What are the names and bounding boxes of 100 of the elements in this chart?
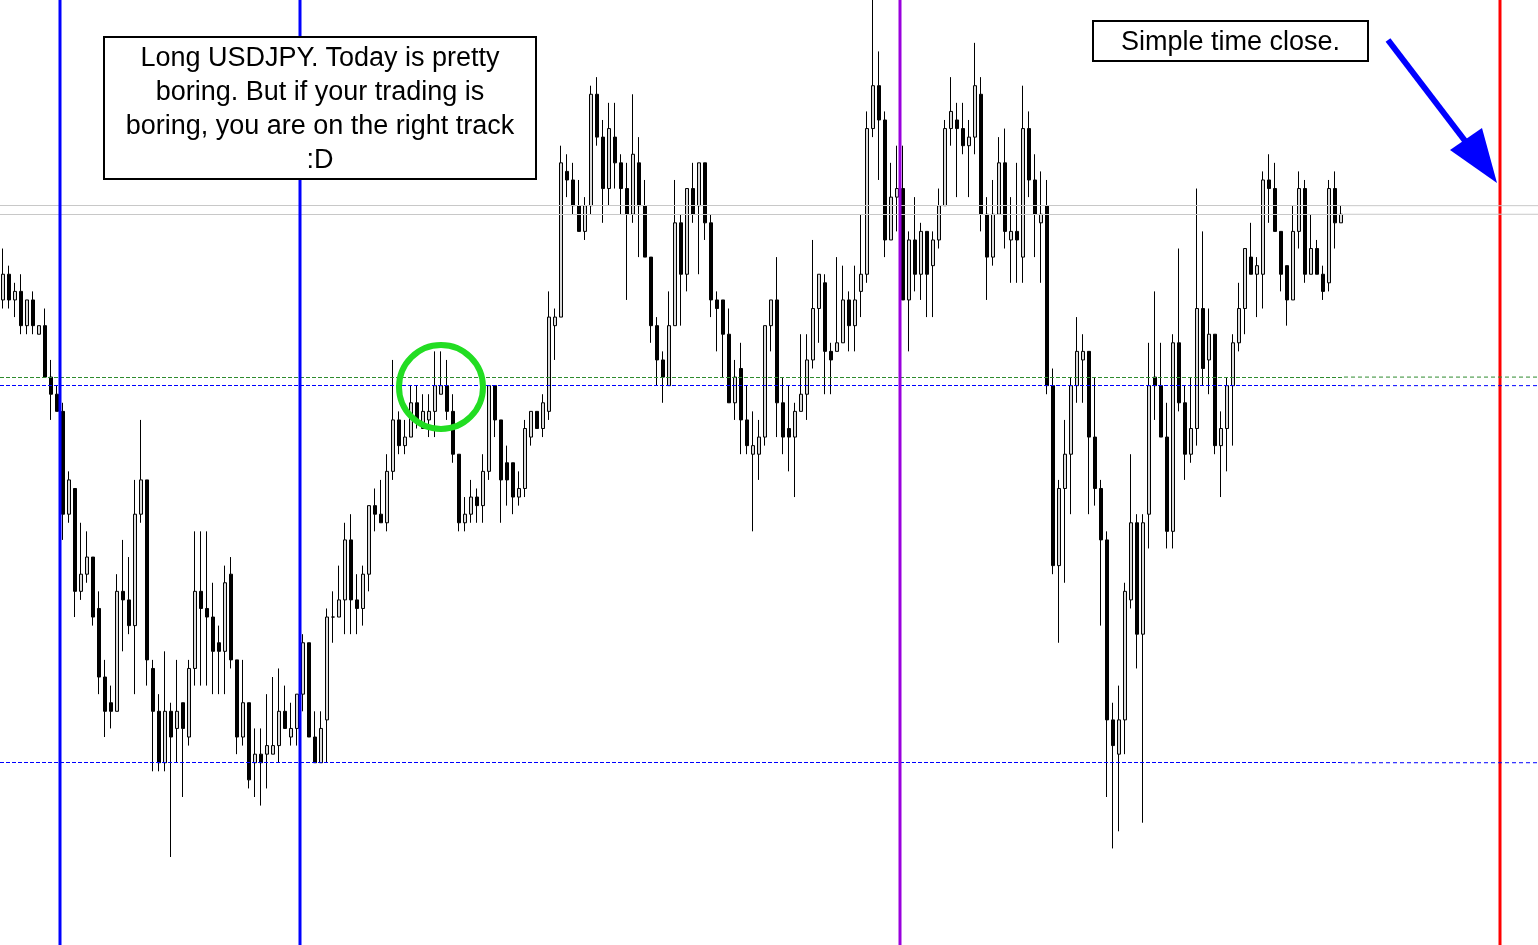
candlestick bbox=[673, 179, 677, 327]
candlestick bbox=[133, 479, 137, 695]
candlestick bbox=[631, 93, 635, 224]
candlestick bbox=[1171, 333, 1175, 549]
candlestick bbox=[577, 179, 581, 232]
candlestick bbox=[1303, 179, 1307, 284]
candlestick bbox=[1213, 333, 1217, 455]
candlestick bbox=[1309, 213, 1313, 275]
candlestick bbox=[709, 213, 713, 318]
candlestick bbox=[583, 196, 587, 241]
candlestick bbox=[619, 153, 623, 215]
candlestick bbox=[115, 573, 119, 712]
candlestick bbox=[1111, 702, 1115, 849]
candlestick bbox=[1075, 316, 1079, 404]
candlestick bbox=[877, 50, 881, 181]
candlestick bbox=[349, 513, 353, 635]
candlestick bbox=[397, 410, 401, 455]
candlestick bbox=[1015, 162, 1019, 284]
candlestick bbox=[1327, 179, 1331, 292]
candlestick bbox=[493, 385, 497, 438]
candlestick bbox=[1009, 196, 1013, 284]
candlestick bbox=[871, 0, 875, 138]
candlestick bbox=[145, 479, 149, 687]
candlestick bbox=[925, 230, 929, 318]
candlestick bbox=[337, 565, 341, 618]
candlestick bbox=[1315, 239, 1319, 275]
candlestick bbox=[775, 256, 779, 438]
candlestick bbox=[205, 530, 209, 687]
candlestick bbox=[1321, 265, 1325, 301]
candlestick bbox=[121, 539, 125, 652]
candlestick bbox=[931, 230, 935, 318]
candlestick bbox=[961, 102, 965, 155]
candlestick bbox=[1087, 350, 1091, 515]
candlestick bbox=[487, 385, 491, 481]
candlestick bbox=[661, 350, 665, 404]
candlestick bbox=[751, 410, 755, 532]
candlestick bbox=[1159, 342, 1163, 438]
candlestick bbox=[193, 530, 197, 687]
candlestick bbox=[151, 659, 155, 772]
candlestick bbox=[259, 727, 263, 807]
candlestick bbox=[361, 565, 365, 627]
candlestick bbox=[157, 693, 161, 772]
candlestick bbox=[67, 470, 71, 524]
candlestick bbox=[379, 479, 383, 524]
candlestick bbox=[1189, 376, 1193, 464]
candlestick bbox=[763, 325, 767, 447]
candlestick bbox=[607, 102, 611, 207]
candlestick bbox=[1063, 419, 1067, 584]
candlestick bbox=[535, 410, 539, 429]
candlestick bbox=[1057, 479, 1061, 644]
candlestick bbox=[649, 256, 653, 344]
candlestick bbox=[937, 188, 941, 250]
candlestick bbox=[1, 248, 5, 310]
candlestick bbox=[601, 119, 605, 224]
candlestick bbox=[403, 419, 407, 455]
candlestick bbox=[1081, 333, 1085, 404]
candlestick bbox=[1219, 410, 1223, 498]
candlestick bbox=[7, 265, 11, 310]
candlestick bbox=[1141, 513, 1145, 824]
candlestick bbox=[385, 453, 389, 532]
candlestick bbox=[1183, 385, 1187, 481]
candlestick bbox=[1333, 170, 1337, 250]
candlestick bbox=[499, 419, 503, 524]
candlestick bbox=[331, 590, 335, 644]
candlestick bbox=[169, 702, 173, 858]
candlestick bbox=[289, 702, 293, 747]
candlestick bbox=[907, 230, 911, 352]
candlestick bbox=[703, 162, 707, 241]
candlestick bbox=[637, 136, 641, 258]
candlestick bbox=[73, 487, 77, 618]
candlestick bbox=[355, 573, 359, 635]
candlestick bbox=[913, 196, 917, 292]
candlestick bbox=[1045, 179, 1049, 395]
candlestick bbox=[433, 350, 437, 438]
candlestick bbox=[1279, 230, 1283, 292]
candlestick bbox=[199, 530, 203, 687]
candlestick bbox=[1003, 128, 1007, 250]
candlestick bbox=[457, 453, 461, 532]
candlestick bbox=[523, 419, 527, 498]
candlestick bbox=[895, 145, 899, 232]
candlestick bbox=[865, 110, 869, 284]
candlestick bbox=[553, 308, 557, 361]
candlestick bbox=[793, 402, 797, 498]
candlestick bbox=[739, 342, 743, 455]
candlestick bbox=[79, 522, 83, 601]
candlestick bbox=[427, 393, 431, 438]
candlestick bbox=[835, 256, 839, 352]
candlestick bbox=[313, 710, 317, 764]
candlestick bbox=[1027, 110, 1031, 198]
candlestick bbox=[811, 239, 815, 370]
candlestick bbox=[505, 445, 509, 507]
candlestick bbox=[697, 162, 701, 275]
candlestick bbox=[853, 265, 857, 352]
candlestick bbox=[715, 290, 719, 352]
candlestick bbox=[85, 530, 89, 584]
candlestick bbox=[211, 582, 215, 695]
candlestick bbox=[805, 333, 809, 421]
candlestick bbox=[163, 650, 167, 772]
candlestick bbox=[1099, 479, 1103, 627]
candlestick bbox=[217, 625, 221, 695]
